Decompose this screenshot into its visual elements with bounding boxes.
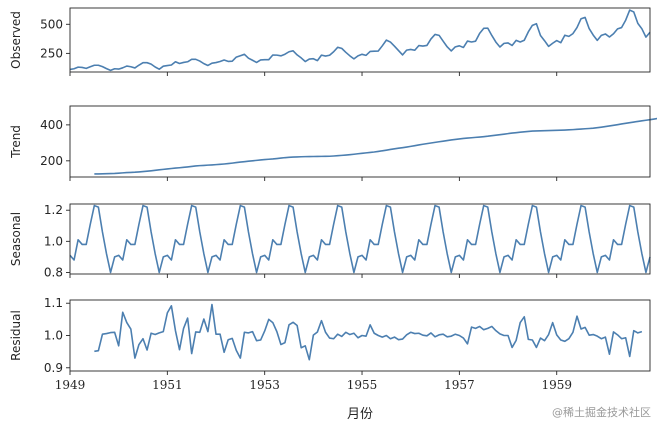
seasonal-axis-label: Seasonal — [9, 212, 23, 266]
x-tick-label: 1951 — [152, 378, 183, 392]
seasonal-ytick-label: 1.2 — [44, 203, 63, 217]
observed-series-line — [69, 9, 651, 72]
x-tick-label: 1953 — [249, 378, 280, 392]
observed-panel: 250 500 Observed — [9, 7, 651, 76]
observed-axis-label: Observed — [9, 11, 23, 69]
seasonal-axes-frame — [69, 203, 651, 275]
seasonal-panel: 0.8 1.0 1.2 Seasonal — [9, 203, 651, 279]
watermark-text: @稀土掘金技术社区 — [552, 406, 651, 419]
x-axis-label: 月份 — [347, 407, 373, 422]
observed-ytick-label: 500 — [40, 17, 63, 31]
x-tick-label: 1959 — [541, 378, 572, 392]
seasonal-ytick-label: 0.8 — [44, 265, 63, 279]
trend-series-line — [94, 117, 657, 175]
residual-ytick-label: 1.1 — [44, 296, 63, 310]
trend-ytick-label: 200 — [40, 154, 63, 168]
residual-ytick-label: 0.9 — [44, 361, 63, 375]
residual-ytick-label: 1.0 — [44, 329, 63, 343]
x-tick-label: 1955 — [347, 378, 378, 392]
residual-series-line — [94, 303, 643, 361]
trend-panel: 200 400 Trend — [9, 105, 657, 181]
residual-axis-label: Residual — [9, 310, 23, 361]
observed-ytick-label: 250 — [40, 46, 63, 60]
residual-panel: 0.9 1.0 1.1 Residual — [9, 296, 651, 375]
trend-axes-frame — [69, 105, 651, 178]
seasonal-series-line — [69, 204, 651, 274]
observed-axes-frame — [69, 7, 651, 73]
trend-ytick-label: 400 — [40, 118, 63, 132]
x-tick-label: 1949 — [55, 378, 86, 392]
trend-axis-label: Trend — [9, 125, 23, 159]
seasonal-ytick-label: 1.0 — [44, 234, 63, 248]
residual-axes-frame — [69, 299, 651, 372]
x-tick-label: 1957 — [444, 378, 475, 392]
